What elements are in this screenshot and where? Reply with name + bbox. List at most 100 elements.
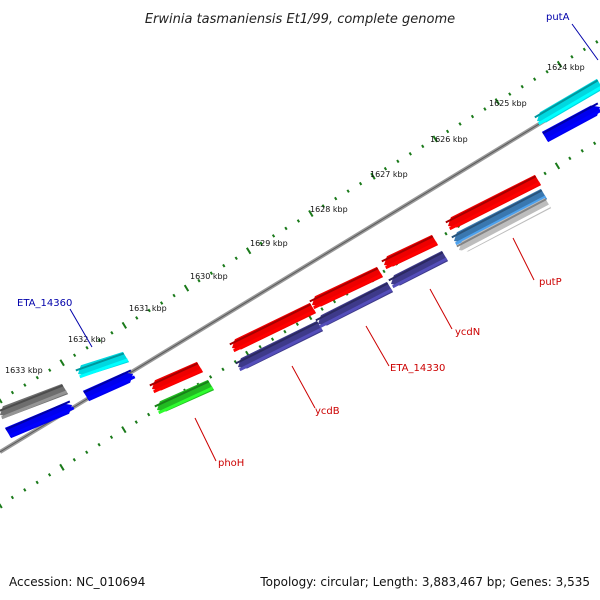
tick-mark (556, 60, 563, 68)
tick-mark (543, 171, 547, 176)
tick-mark (382, 269, 386, 274)
tick-mark (545, 69, 549, 74)
tick-mark (432, 135, 438, 143)
tick-mark (172, 293, 176, 298)
gene-arrow-putA (534, 78, 600, 126)
tick-mark (110, 331, 114, 335)
gene-arrow-highlight (313, 273, 383, 310)
gene-label-ETA_14330: ETA_14330 (390, 363, 445, 374)
gene-arrow-shade (75, 352, 125, 372)
gene-arrow-shade (534, 79, 599, 119)
tick-mark (568, 156, 572, 161)
gene-arrow (4, 400, 75, 439)
tick-mark (245, 247, 252, 255)
gene-label-ETA_14360: ETA_14360 (17, 298, 72, 309)
kbp-label: 1629 kbp (250, 239, 288, 248)
tick-mark (197, 278, 201, 283)
tick-mark (23, 383, 27, 387)
callout-line (571, 23, 599, 61)
kbp-label: 1627 kbp (370, 170, 408, 179)
tick-mark (121, 426, 127, 434)
gene-arrow-body (448, 174, 542, 228)
tick-mark (570, 55, 574, 59)
gene-arrow (456, 197, 552, 255)
gene-callout-lines (69, 23, 599, 462)
gene-arrow-body (312, 266, 384, 307)
gene-arrow-shade (445, 175, 537, 224)
gene-arrow-body (0, 383, 69, 417)
tick-mark (109, 435, 114, 439)
gene-arrow-body (152, 361, 204, 391)
tick-mark (321, 204, 325, 208)
kbp-label: 1630 kbp (190, 272, 228, 281)
gene-arrow-body (459, 197, 552, 252)
tick-mark (258, 344, 262, 349)
tick-mark (0, 398, 3, 404)
tick-mark (35, 480, 39, 485)
gene-arrow-body (537, 78, 600, 123)
callout-line (194, 417, 217, 462)
kbp-label: 1631 kbp (129, 304, 167, 313)
gene-arrow-highlight (153, 368, 203, 394)
kbp-label: 1632 kbp (68, 335, 106, 344)
tick-mark (270, 337, 275, 342)
tick-mark (160, 301, 164, 305)
tick-mark (47, 473, 52, 477)
tick-mark (134, 420, 138, 424)
tick-mark (97, 442, 101, 447)
tick-mark (396, 159, 400, 164)
gene-arrow-body (232, 302, 317, 350)
tick-mark (370, 172, 376, 180)
tick-mark (358, 181, 363, 186)
gene-labels: putA ETA_14360 putP ycdN ETA_14330 ycdB … (17, 12, 570, 469)
tick-mark (508, 92, 512, 96)
tick-mark (183, 284, 190, 292)
gene-label-putP: putP (539, 277, 562, 288)
tick-mark (0, 503, 3, 509)
tick-mark (208, 375, 213, 379)
gene-arrow (0, 383, 69, 420)
tick-mark (580, 149, 584, 153)
gene-arrow-body (384, 234, 439, 267)
kbp-label: 1626 kbp (430, 135, 468, 144)
gene-arrow (82, 369, 136, 402)
gene-arrow-highlight (239, 327, 323, 372)
gene-arrow (315, 281, 394, 329)
gene-arrow-highlight (158, 386, 214, 415)
gene-arrow-ETA_14330 (309, 266, 384, 310)
tick-mark (320, 307, 324, 311)
tick-mark (308, 209, 314, 218)
gene-arrow (451, 188, 548, 246)
tick-mark (234, 256, 238, 261)
kbp-scale-labels: 1624 kbp 1625 kbp 1626 kbp 1627 kbp 1628… (5, 63, 585, 375)
callout-line (429, 288, 453, 330)
tick-mark (48, 368, 52, 372)
tick-mark (259, 241, 263, 246)
kbp-label: 1624 kbp (547, 63, 585, 72)
tick-mark (85, 345, 89, 350)
tick-mark (23, 488, 27, 492)
accession-text: Accession: NC_010694 (9, 575, 146, 589)
gene-arrow-putP (445, 174, 542, 231)
tick-mark (271, 234, 276, 238)
tick-mark (421, 144, 425, 149)
tick-mark (135, 316, 139, 320)
callout-line (291, 365, 316, 409)
gene-arrow-shade (5, 400, 71, 431)
gene-label-ycdB: ycdB (315, 406, 340, 417)
gene-arrow-highlight (449, 181, 541, 231)
tick-mark (72, 353, 77, 358)
gene-arrow-body (78, 351, 130, 376)
tick-mark (554, 162, 561, 170)
gene-arrow-phoH (154, 379, 215, 415)
gene-arrow (235, 320, 324, 372)
tick-mark (284, 226, 288, 231)
callout-line (512, 237, 535, 281)
tick-mark (346, 189, 350, 193)
tick-mark (222, 263, 226, 268)
gene-arrow-shade (154, 380, 210, 408)
tick-mark (592, 141, 597, 146)
gene-label-phoH: phoH (218, 458, 244, 469)
gene-arrow-highlight (233, 309, 316, 353)
gene-arrow-highlight (79, 358, 129, 379)
